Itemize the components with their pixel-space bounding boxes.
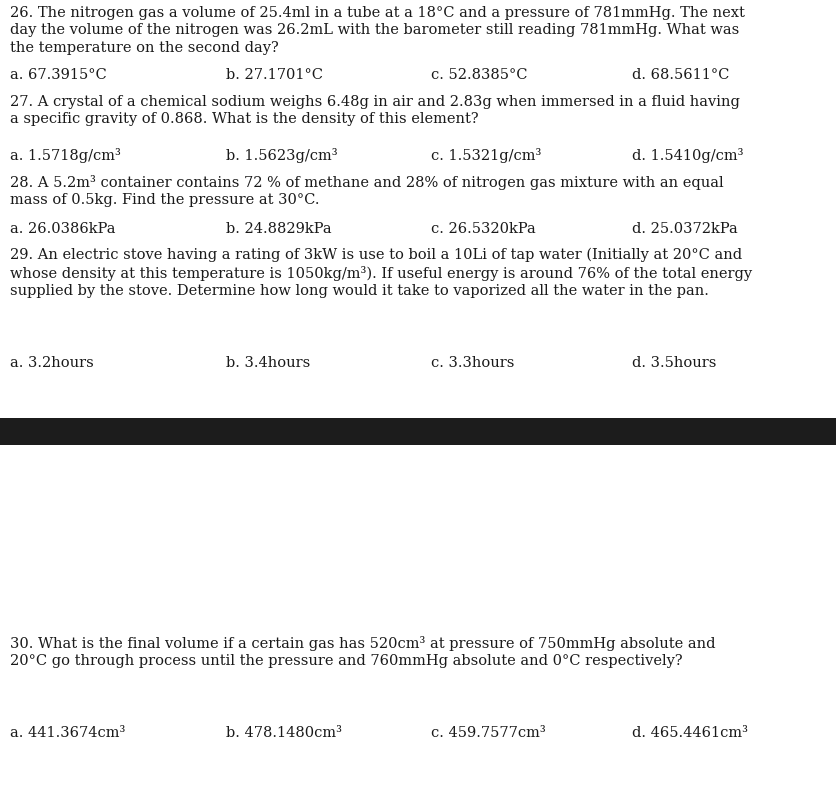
Text: a. 26.0386kPa: a. 26.0386kPa: [10, 222, 115, 236]
Text: b. 478.1480cm³: b. 478.1480cm³: [226, 726, 342, 740]
Text: 29. An electric stove having a rating of 3kW is use to boil a 10Li of tap water : 29. An electric stove having a rating of…: [10, 248, 752, 299]
Text: 27. A crystal of a chemical sodium weighs 6.48g in air and 2.83g when immersed i: 27. A crystal of a chemical sodium weigh…: [10, 95, 739, 127]
Text: b. 1.5623g/cm³: b. 1.5623g/cm³: [226, 148, 337, 163]
Text: c. 52.8385°C: c. 52.8385°C: [431, 68, 527, 82]
Text: d. 68.5611°C: d. 68.5611°C: [631, 68, 728, 82]
Text: a. 3.2hours: a. 3.2hours: [10, 356, 94, 370]
Text: 28. A 5.2m³ container contains 72 % of methane and 28% of nitrogen gas mixture w: 28. A 5.2m³ container contains 72 % of m…: [10, 175, 723, 208]
Text: a. 67.3915°C: a. 67.3915°C: [10, 68, 107, 82]
Text: 26. The nitrogen gas a volume of 25.4ml in a tube at a 18°C and a pressure of 78: 26. The nitrogen gas a volume of 25.4ml …: [10, 6, 744, 54]
Text: 30. What is the final volume if a certain gas has 520cm³ at pressure of 750mmHg : 30. What is the final volume if a certai…: [10, 636, 715, 668]
Text: a. 441.3674cm³: a. 441.3674cm³: [10, 726, 125, 740]
Text: d. 3.5hours: d. 3.5hours: [631, 356, 716, 370]
Text: a. 1.5718g/cm³: a. 1.5718g/cm³: [10, 148, 120, 163]
Text: d. 25.0372kPa: d. 25.0372kPa: [631, 222, 737, 236]
Text: b. 27.1701°C: b. 27.1701°C: [226, 68, 323, 82]
Text: c. 3.3hours: c. 3.3hours: [431, 356, 514, 370]
Text: d. 465.4461cm³: d. 465.4461cm³: [631, 726, 747, 740]
Text: c. 459.7577cm³: c. 459.7577cm³: [431, 726, 545, 740]
Text: c. 26.5320kPa: c. 26.5320kPa: [431, 222, 535, 236]
Text: b. 24.8829kPa: b. 24.8829kPa: [226, 222, 331, 236]
Text: b. 3.4hours: b. 3.4hours: [226, 356, 310, 370]
Bar: [0, 418, 836, 445]
Text: d. 1.5410g/cm³: d. 1.5410g/cm³: [631, 148, 742, 163]
Text: c. 1.5321g/cm³: c. 1.5321g/cm³: [431, 148, 541, 163]
